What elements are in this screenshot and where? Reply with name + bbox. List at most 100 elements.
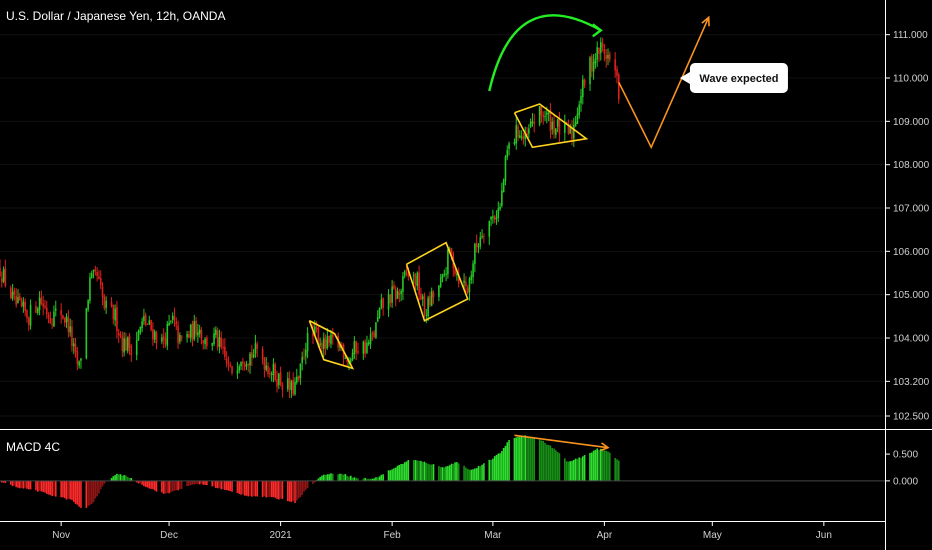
time-tick-label: Feb [384, 530, 402, 541]
macd-bar-positive [578, 457, 581, 481]
macd-bar-positive [339, 473, 341, 481]
macd-bar-negative [4, 480, 7, 483]
callout-text: Wave expected [699, 73, 778, 85]
macd-bar-positive [470, 469, 473, 481]
divergence-line [514, 434, 609, 449]
macd-bar-positive [331, 473, 334, 481]
candle-down [128, 335, 131, 348]
candle-up [596, 47, 598, 60]
macd-bar-negative [139, 480, 142, 484]
candle-up [472, 263, 474, 278]
macd-bar-positive [349, 475, 352, 481]
candle-up [376, 317, 379, 322]
macd-bar-positive [391, 469, 393, 481]
candle-down [71, 326, 73, 347]
macd-bar-negative [231, 480, 233, 492]
candle-down [42, 303, 44, 307]
candle-up [456, 273, 458, 275]
macd-bar-positive [508, 439, 510, 481]
candle-down [457, 275, 460, 284]
macd-bar-positive [501, 451, 503, 481]
macd-bar-positive [402, 463, 404, 481]
candle-up [501, 190, 503, 206]
time-tick-label: Mar [484, 530, 502, 541]
candle-down [465, 281, 467, 286]
candle-down [9, 287, 12, 298]
macd-bar-positive [522, 436, 525, 481]
macd-bar-positive [576, 458, 579, 481]
time-axis: Nov Dec 2021 Feb Mar Apr May Jun [52, 521, 832, 541]
candle-down [553, 120, 555, 134]
candle-down [407, 272, 410, 277]
macd-bar-negative [62, 480, 64, 498]
candle-down [483, 236, 485, 238]
macd-bar-negative [180, 480, 183, 489]
candle-up [193, 321, 196, 339]
candle-down [269, 372, 271, 375]
macd-bar-positive [427, 463, 429, 481]
macd-bar-positive [394, 467, 397, 481]
candle-up [168, 322, 170, 326]
macd-bar-positive [438, 466, 440, 481]
time-tick-label: May [703, 530, 722, 541]
candle-down [355, 341, 357, 353]
candle-up [599, 42, 602, 53]
macd-bar-positive [117, 474, 120, 481]
candle-up [245, 363, 248, 367]
macd-bar-positive [454, 462, 456, 481]
macd-bar-negative [94, 480, 97, 499]
macd-bar-negative [279, 480, 282, 499]
candle-down [450, 247, 453, 254]
candle-down [180, 336, 183, 338]
macd-bar-negative [306, 480, 309, 488]
macd-bar-negative [245, 480, 248, 496]
macd-bar-negative [144, 480, 147, 487]
macd-bar-negative [53, 480, 55, 496]
macd-bar-positive [452, 463, 455, 481]
macd-bar-negative [218, 480, 221, 488]
candle-up [344, 357, 347, 359]
candle-down [567, 124, 570, 134]
candle-down [590, 56, 593, 72]
macd-bar-positive [362, 478, 365, 481]
macd-bar-positive [477, 465, 480, 481]
candle-up [278, 373, 280, 386]
macd-bar-negative [297, 480, 300, 499]
price-tick-label: 107.000 [893, 204, 930, 215]
candle-down [94, 269, 97, 272]
macd-bar-negative [227, 480, 230, 491]
candle-up [148, 320, 151, 325]
candle-down [540, 106, 543, 115]
candle-down [429, 296, 431, 306]
macd-bar-negative [152, 480, 154, 490]
candle-down [99, 278, 102, 286]
macd-bar-negative [141, 480, 143, 485]
macd-bar-positive [114, 475, 116, 481]
macd-bar-positive [367, 478, 370, 481]
macd-bar-negative [51, 480, 53, 497]
macd-bar-negative [90, 480, 93, 504]
candle-up [574, 122, 577, 127]
macd-bar-positive [569, 461, 572, 481]
candle-up [254, 343, 257, 354]
candle-up [11, 291, 14, 299]
macd-bar-positive [317, 478, 320, 481]
candle-down [45, 307, 48, 315]
macd-bar-negative [290, 480, 293, 502]
macd-histogram [0, 435, 885, 509]
projection-path [618, 16, 710, 150]
macd-bar-negative [272, 480, 275, 498]
macd-bar-negative [301, 480, 303, 495]
macd-bar-positive [603, 450, 606, 481]
candle-up [519, 135, 521, 138]
candle-up [607, 54, 609, 59]
macd-bar-positive [130, 478, 133, 481]
candle-up [576, 113, 579, 124]
candle-up [441, 274, 444, 279]
candle-up [492, 216, 494, 218]
macd-bar-negative [200, 480, 203, 484]
candle-up [425, 314, 428, 316]
candle-up [272, 363, 275, 375]
macd-bar-positive [528, 436, 530, 481]
